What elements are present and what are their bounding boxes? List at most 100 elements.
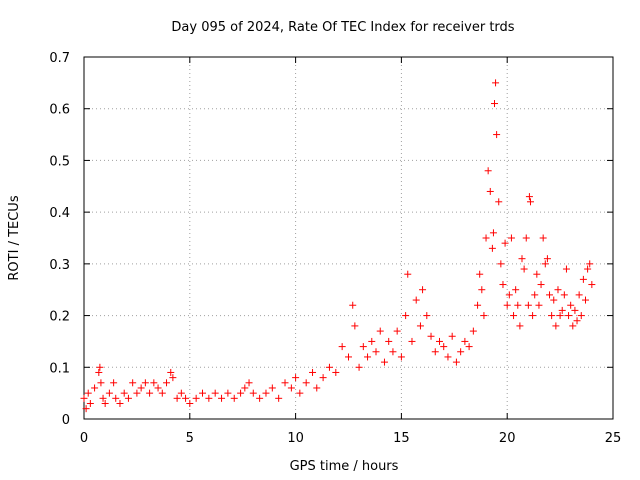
data-point: [565, 312, 573, 320]
y-axis-ticks: 0 0.1 0.2 0.3 0.4 0.5 0.6 0.7: [49, 51, 613, 428]
data-point: [579, 275, 587, 283]
data-point: [552, 322, 560, 330]
data-point: [110, 379, 118, 387]
y-tick-label: 0.6: [49, 103, 70, 118]
data-point: [313, 384, 321, 392]
data-point: [588, 281, 596, 289]
data-point: [431, 348, 439, 356]
data-point: [95, 368, 103, 376]
data-point: [531, 291, 539, 299]
plot-frame: [83, 56, 614, 420]
data-point: [376, 327, 384, 335]
data-point: [268, 384, 276, 392]
data-point: [435, 337, 443, 345]
data-point: [397, 353, 405, 361]
y-tick-label: 0.3: [49, 258, 70, 273]
data-point: [129, 379, 137, 387]
data-point: [560, 291, 568, 299]
data-point: [402, 312, 410, 320]
data-point: [489, 229, 497, 237]
chart-title: Day 095 of 2024, Rate Of TEC Index for r…: [171, 20, 514, 35]
data-point: [482, 234, 490, 242]
data-point: [491, 100, 499, 108]
data-point: [105, 389, 113, 397]
data-point: [526, 198, 534, 206]
data-point: [137, 384, 145, 392]
data-point: [141, 379, 149, 387]
data-point: [177, 389, 185, 397]
data-point: [505, 291, 513, 299]
y-tick-label: 0.5: [49, 154, 70, 169]
data-point: [287, 384, 295, 392]
data-point: [520, 265, 528, 273]
data-point: [584, 265, 592, 273]
y-tick-label: 0.1: [49, 361, 70, 376]
data-point: [241, 384, 249, 392]
data-point: [292, 374, 300, 382]
data-point: [486, 187, 494, 195]
data-point: [452, 358, 460, 366]
data-point: [484, 167, 492, 175]
data-point: [112, 394, 120, 402]
data-point: [116, 399, 124, 407]
data-point: [480, 312, 488, 320]
data-point: [493, 131, 501, 139]
data-point: [474, 301, 482, 309]
data-point: [230, 394, 238, 402]
data-point: [408, 337, 416, 345]
data-point: [82, 405, 90, 413]
x-tick-label: 10: [287, 431, 304, 446]
data-point: [510, 312, 518, 320]
data-point: [556, 312, 564, 320]
data-point: [169, 374, 177, 382]
data-point: [372, 348, 380, 356]
data-point: [359, 343, 367, 351]
data-point: [525, 193, 533, 201]
data-point: [146, 389, 154, 397]
data-point: [501, 239, 509, 247]
data-point: [332, 368, 340, 376]
data-point: [522, 234, 530, 242]
data-point: [80, 394, 88, 402]
data-point: [499, 281, 507, 289]
data-point: [124, 394, 132, 402]
x-tick-label: 15: [393, 431, 410, 446]
data-point: [173, 394, 181, 402]
data-point: [448, 332, 456, 340]
data-point: [86, 399, 94, 407]
data-point: [302, 379, 310, 387]
data-point: [192, 394, 200, 402]
data-point: [419, 286, 427, 294]
x-tick-label: 5: [186, 431, 194, 446]
data-point: [211, 389, 219, 397]
data-point: [404, 270, 412, 278]
data-point: [262, 389, 270, 397]
data-point: [245, 379, 253, 387]
x-axis-label: GPS time / hours: [290, 459, 399, 474]
data-point: [575, 291, 583, 299]
data-point: [275, 394, 283, 402]
data-point: [368, 337, 376, 345]
data-point: [237, 389, 245, 397]
x-tick-label: 0: [80, 431, 88, 446]
y-axis-label: ROTI / TECUs: [7, 195, 22, 280]
data-point: [581, 296, 589, 304]
data-point: [412, 296, 420, 304]
data-point: [427, 332, 435, 340]
data-point: [96, 363, 104, 371]
data-point: [535, 301, 543, 309]
data-point: [440, 343, 448, 351]
data-point: [154, 384, 162, 392]
data-point: [84, 389, 92, 397]
data-point: [349, 301, 357, 309]
data-point: [99, 394, 107, 402]
data-point: [512, 286, 520, 294]
data-point: [393, 327, 401, 335]
data-point: [562, 265, 570, 273]
data-point: [569, 322, 577, 330]
data-point: [488, 244, 496, 252]
data-point: [546, 291, 554, 299]
data-point: [416, 322, 424, 330]
data-point: [351, 322, 359, 330]
